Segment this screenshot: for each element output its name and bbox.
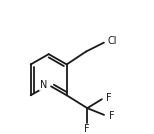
- Text: F: F: [106, 93, 112, 103]
- Text: F: F: [85, 124, 90, 134]
- Text: Cl: Cl: [107, 36, 117, 46]
- Text: F: F: [109, 111, 114, 121]
- Text: N: N: [40, 80, 47, 90]
